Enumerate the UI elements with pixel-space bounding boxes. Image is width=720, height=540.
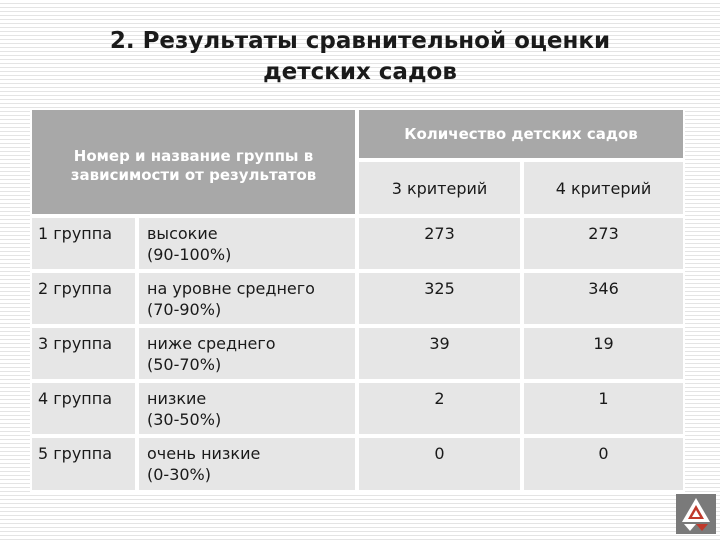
- table-row-2-desc: на уровне среднего (70-90%): [137, 271, 357, 326]
- table-row-3-desc-line2: (50-70%): [147, 355, 222, 374]
- table-row-2-desc-line1: на уровне среднего: [147, 279, 315, 298]
- table-row-4-c4: 1: [522, 381, 685, 436]
- geometric-triangles-logo-icon: [676, 494, 716, 534]
- table-row-4-desc-line1: низкие: [147, 389, 207, 408]
- table-row-5-group: 5 группа: [30, 436, 137, 492]
- table-row-3-c4: 19: [522, 326, 685, 381]
- table-row-1-c4: 273: [522, 216, 685, 271]
- table-row-3-desc: ниже среднего (50-70%): [137, 326, 357, 381]
- table-row-5-desc-line1: очень низкие: [147, 444, 261, 463]
- table-row-1-c3: 273: [357, 216, 522, 271]
- table-row-2-c3: 325: [357, 271, 522, 326]
- table-row-5-desc: очень низкие (0-30%): [137, 436, 357, 492]
- header-criterion-4: 4 критерий: [522, 160, 685, 216]
- table-row-2-c4: 346: [522, 271, 685, 326]
- table-row-1-desc-line1: высокие: [147, 224, 218, 243]
- table-row-2-desc-line2: (70-90%): [147, 300, 222, 319]
- header-criterion-3: 3 критерий: [357, 160, 522, 216]
- header-group-name: Номер и название группы в зависимости от…: [30, 108, 357, 216]
- logo-graphic: [682, 498, 710, 531]
- slide-title-line-2: детских садов: [263, 59, 457, 85]
- table-row-2-group: 2 группа: [30, 271, 137, 326]
- table-row-1-group: 1 группа: [30, 216, 137, 271]
- results-table: Номер и название группы в зависимости от…: [30, 108, 685, 492]
- header-kindergarten-count: Количество детских садов: [357, 108, 685, 160]
- table-row-5-desc-line2: (0-30%): [147, 465, 211, 484]
- table-row-5-c3: 0: [357, 436, 522, 492]
- table-row-3-c3: 39: [357, 326, 522, 381]
- slide-title: 2. Результаты сравнительной оценки детск…: [40, 26, 680, 88]
- table-row-1-desc: высокие (90-100%): [137, 216, 357, 271]
- table-row-3-desc-line1: ниже среднего: [147, 334, 276, 353]
- table-row-4-group: 4 группа: [30, 381, 137, 436]
- table-row-5-c4: 0: [522, 436, 685, 492]
- slide-title-line-1: 2. Результаты сравнительной оценки: [109, 28, 611, 54]
- table-row-4-c3: 2: [357, 381, 522, 436]
- table-row-4-desc: низкие (30-50%): [137, 381, 357, 436]
- table-row-4-desc-line2: (30-50%): [147, 410, 222, 429]
- table-row-3-group: 3 группа: [30, 326, 137, 381]
- table-row-1-desc-line2: (90-100%): [147, 245, 232, 264]
